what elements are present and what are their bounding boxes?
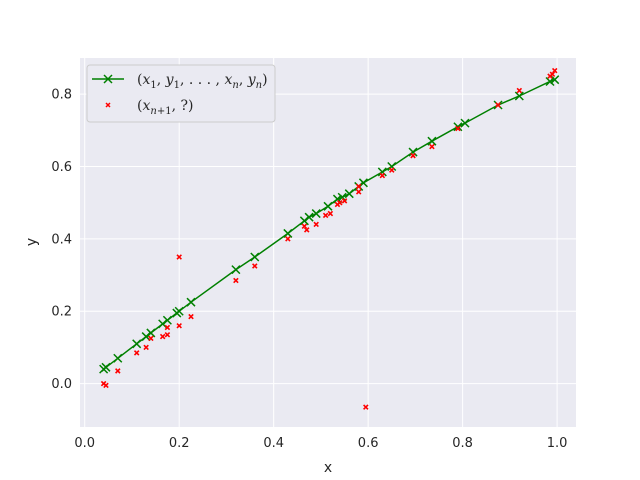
fit-point-marker — [453, 122, 463, 132]
y-tick-label: 0.8 — [51, 88, 72, 103]
new-point-marker — [301, 223, 308, 229]
new-point-marker — [233, 277, 239, 284]
new-point-marker — [176, 322, 182, 329]
y-tick-label: 0.4 — [51, 232, 72, 247]
new-point-marker — [327, 210, 334, 217]
x-tick-label: 1.0 — [547, 436, 568, 451]
new-point-marker — [516, 87, 523, 94]
new-point-marker — [363, 404, 369, 410]
fit-point-marker — [427, 136, 437, 146]
fit-point-marker — [113, 353, 123, 363]
fit-point-marker — [311, 209, 321, 219]
new-point-marker — [455, 125, 461, 132]
fit-point-marker — [377, 167, 387, 177]
new-point-marker — [103, 382, 109, 389]
fit-point-marker — [299, 216, 309, 226]
fit-point-marker — [231, 265, 241, 275]
legend-box — [86, 64, 276, 123]
y-tick-label: 0.6 — [51, 160, 72, 175]
fit-point-marker — [132, 339, 142, 349]
x-tick-label: 0.6 — [358, 436, 379, 451]
new-point-marker — [164, 331, 171, 338]
new-point-marker — [252, 263, 258, 269]
fit-point-marker — [460, 118, 470, 128]
fit-point-marker — [283, 228, 293, 238]
new-point-marker — [322, 212, 329, 219]
legend-x-marker — [103, 74, 113, 84]
fit-point-marker — [408, 147, 418, 157]
new-point-marker — [164, 324, 171, 331]
fit-point-marker — [545, 76, 555, 87]
new-point-marker — [495, 102, 501, 108]
fit-point-marker — [250, 252, 260, 262]
x-tick-label: 0.0 — [74, 436, 95, 451]
new-point-marker — [115, 368, 121, 374]
x-tick-label: 0.8 — [452, 436, 473, 451]
new-point-marker — [303, 227, 310, 233]
new-point-marker — [188, 313, 194, 320]
new-point-marker — [355, 183, 362, 190]
fit-point-marker — [162, 315, 172, 325]
fit-point-marker — [141, 332, 151, 342]
new-point-marker — [133, 350, 140, 356]
new-point-marker — [313, 221, 319, 228]
new-point-marker — [389, 167, 395, 173]
fit-point-marker — [304, 212, 314, 222]
new-point-marker — [551, 67, 558, 74]
fit-point-marker — [323, 201, 333, 211]
fit-point-marker — [174, 306, 184, 316]
x-tick-label: 0.2 — [169, 436, 190, 451]
new-point-marker — [176, 254, 182, 260]
fit-point-marker — [101, 362, 111, 372]
new-point-marker — [429, 143, 435, 150]
fit-point-marker — [387, 161, 397, 172]
new-point-marker — [159, 333, 166, 340]
new-point-marker — [549, 71, 556, 78]
fit-point-marker — [146, 328, 156, 338]
new-point-marker — [337, 199, 343, 206]
fit-point-marker — [514, 91, 524, 101]
series-layer — [99, 67, 560, 410]
new-point-marker — [143, 344, 149, 351]
y-tick-label: 0.2 — [51, 305, 72, 320]
y-axis-label: y — [24, 238, 40, 246]
legend-red-x-marker — [105, 102, 111, 108]
new-point-marker — [379, 172, 386, 179]
x-tick-label: 0.4 — [263, 436, 284, 451]
new-point-marker — [148, 335, 154, 342]
fit-point-marker — [344, 189, 354, 199]
y-tick-label: 0.0 — [51, 377, 72, 392]
tick-labels: 0.0 0.2 0.4 0.6 0.8 1.0 0.0 0.2 0.4 0.6 0.8 — [51, 88, 567, 451]
fit-point-marker — [186, 297, 196, 307]
new-point-marker — [341, 198, 348, 204]
x-axis-label: x — [324, 460, 332, 476]
new-point-marker — [285, 236, 291, 242]
new-point-marker — [355, 189, 362, 195]
legend: (x1, y1, . . . , xn, yn) (xn+1, ?) — [86, 64, 276, 123]
new-point-marker — [410, 152, 416, 159]
